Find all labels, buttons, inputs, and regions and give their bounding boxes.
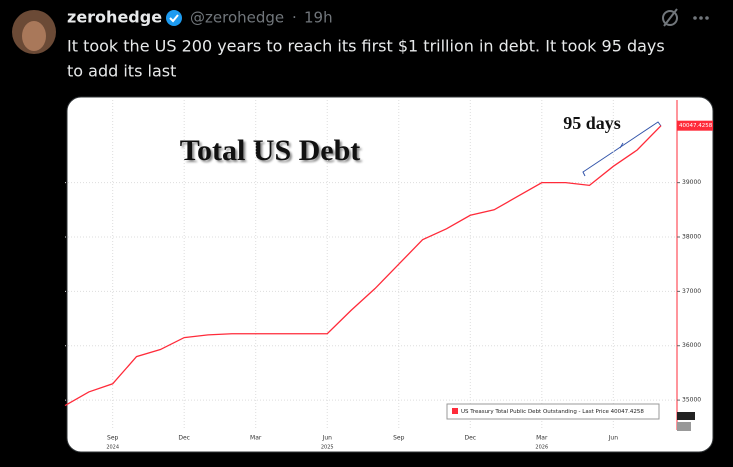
- y-tick-label: 36000: [682, 342, 701, 349]
- y-tick-label: 39000: [682, 179, 701, 186]
- axis-button[interactable]: [677, 422, 691, 431]
- x-tick-label: Mar: [536, 435, 548, 442]
- last-price-box: [677, 120, 713, 131]
- axis-button[interactable]: [677, 412, 695, 420]
- x-year-label: 2024: [106, 445, 119, 451]
- data-line: [64, 125, 662, 407]
- media-card[interactable]: [66, 96, 714, 453]
- y-tick-label: 37000: [682, 288, 701, 295]
- time[interactable]: 19h: [304, 9, 333, 27]
- grok-icon[interactable]: [662, 10, 678, 26]
- legend-label: US Treasury Total Public Debt Outstandin…: [461, 409, 644, 415]
- tweet-text-line: It took the US 200 years to reach its fi…: [67, 37, 665, 56]
- last-price-label: 40047.4258: [679, 123, 713, 129]
- y-tick-label: 35000: [682, 397, 701, 404]
- badge-check: [169, 14, 179, 23]
- legend-swatch: [452, 408, 458, 414]
- annotation-bracket-tip: [619, 142, 624, 149]
- y-tick-label: 38000: [682, 234, 701, 241]
- author[interactable]: zerohedge: [67, 8, 162, 27]
- tweet-text-line: to add its last: [67, 62, 176, 81]
- x-year-label: 2025: [321, 445, 334, 451]
- avatar-figure: [22, 21, 46, 51]
- x-tick-label: Jun: [322, 435, 333, 442]
- x-tick-label: Jun: [608, 435, 619, 442]
- x-tick-label: Dec: [178, 435, 190, 442]
- x-tick-label: Mar: [250, 435, 262, 442]
- handle[interactable]: @zerohedge: [190, 9, 284, 27]
- more-menu[interactable]: [693, 16, 709, 20]
- verified-badge: [166, 10, 182, 26]
- x-year-label: 2026: [535, 445, 548, 451]
- annotation: 95 days: [563, 113, 621, 133]
- legend-box: [446, 403, 660, 420]
- grok-icon-slash: [663, 8, 678, 27]
- x-tick-label: Sep: [107, 435, 119, 442]
- separator: ·: [292, 9, 297, 27]
- chart-title: Total US Debt: [180, 134, 361, 167]
- x-tick-label: Dec: [464, 435, 476, 442]
- x-tick-label: Sep: [393, 435, 405, 442]
